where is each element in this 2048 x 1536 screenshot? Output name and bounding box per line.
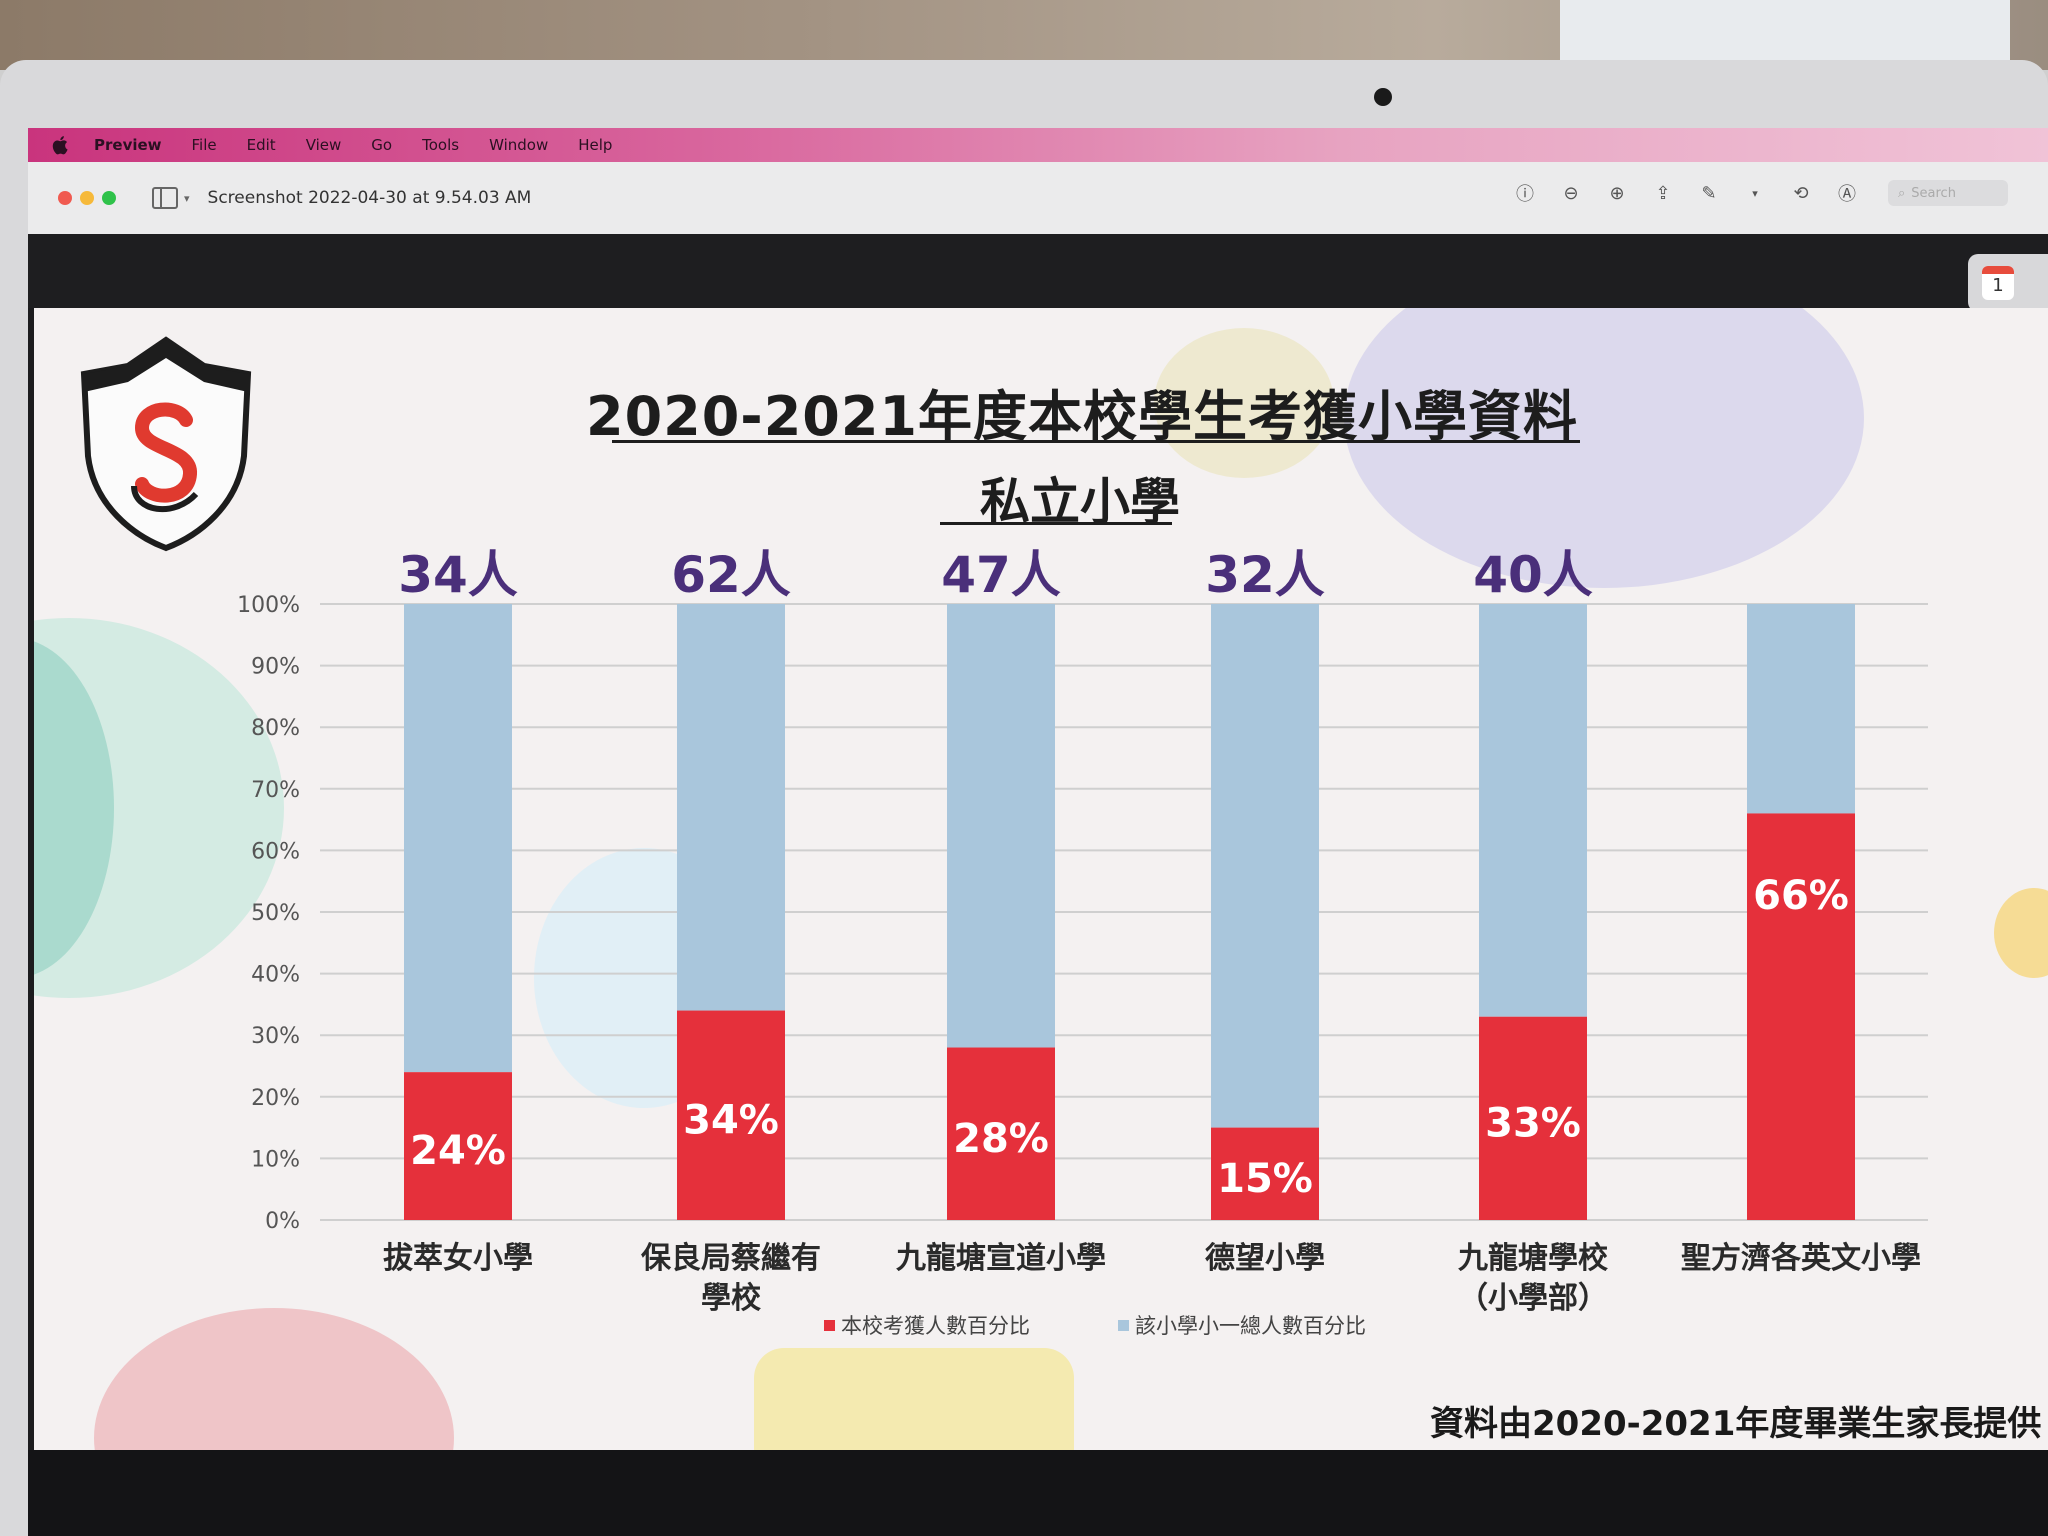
x-category-label: 九龍塘宣道小學 (896, 1241, 1106, 1276)
zoom-out-icon[interactable]: ⊖ (1563, 182, 1579, 204)
y-tick-label: 80% (251, 716, 300, 741)
zoom-in-icon[interactable]: ⊕ (1609, 182, 1625, 204)
minimize-window-button[interactable] (80, 191, 94, 205)
menu-edit[interactable]: Edit (246, 136, 276, 154)
search-placeholder: Search (1911, 185, 1956, 201)
y-tick-label: 40% (251, 963, 300, 988)
close-window-button[interactable] (58, 191, 72, 205)
bar-segment-total (677, 604, 785, 1011)
notification-banner[interactable]: 1 (1968, 254, 2048, 312)
bar-count-label: 34人 (398, 546, 518, 604)
legend-item: 該小學小一總人數百分比 (1118, 1310, 1366, 1340)
x-category-label: 學校 (701, 1281, 761, 1316)
title-underline (612, 440, 1580, 443)
menu-help[interactable]: Help (578, 136, 613, 154)
menu-go[interactable]: Go (371, 136, 393, 154)
chevron-down-icon[interactable]: ▾ (1752, 186, 1758, 200)
bar-segment-school (677, 1010, 785, 1220)
calendar-icon: 1 (1982, 266, 2014, 300)
y-tick-label: 60% (251, 839, 300, 864)
bar-segment-school (404, 1072, 512, 1220)
x-category-label: 聖方濟各英文小學 (1681, 1241, 1921, 1276)
legend-swatch-blue (1118, 1319, 1129, 1331)
menu-tools[interactable]: Tools (422, 136, 460, 154)
bar-count-label: 40人 (1473, 546, 1593, 604)
bar-value-label: 28% (953, 1116, 1049, 1162)
legend-label: 本校考獲人數百分比 (841, 1314, 1030, 1338)
bar-value-label: 66% (1753, 873, 1849, 919)
bar-count-label: 62人 (671, 546, 791, 604)
menu-bar: Preview File Edit View Go Tools Window H… (28, 128, 2048, 162)
bar-segment-total (404, 604, 512, 1073)
menu-app-name[interactable]: Preview (94, 136, 162, 154)
bar-value-label: 33% (1485, 1100, 1581, 1146)
y-tick-label: 100% (237, 593, 300, 618)
y-tick-label: 10% (251, 1147, 300, 1172)
markup-pen-icon[interactable]: ✎ (1701, 182, 1717, 204)
x-category-label: 拔萃女小學 (383, 1241, 533, 1276)
sidebar-toggle-icon[interactable] (152, 187, 178, 209)
markup-icon[interactable]: Ⓐ (1838, 184, 1856, 205)
calendar-day: 1 (1992, 275, 2004, 296)
bar-segment-school (1211, 1127, 1319, 1220)
x-category-label: （小學部） (1458, 1281, 1608, 1316)
y-tick-label: 90% (251, 655, 300, 680)
bar-count-label: 47人 (941, 546, 1061, 604)
chart-subtitle: 私立小學 (980, 473, 1180, 531)
x-category-label: 保良局蔡繼有 (641, 1241, 821, 1276)
y-tick-label: 50% (251, 901, 300, 926)
source-note: 資料由2020-2021年度畢業生家長提供 (1430, 1404, 2042, 1444)
bar-segment-total (1479, 604, 1587, 1017)
background-paper (1560, 0, 2010, 66)
toolbar: ⓘ ⊖ ⊕ ⇪ ✎ ▾ ⟲ Ⓐ ⌕ Search (1490, 180, 2008, 206)
bar-segment-total (1747, 604, 1855, 814)
chart-title: 2020-2021年度本校學生考獲小學資料 (586, 385, 1578, 448)
y-tick-label: 20% (251, 1086, 300, 1111)
bar-value-label: 24% (410, 1128, 506, 1174)
school-crest-logo (80, 336, 252, 552)
y-tick-label: 30% (251, 1024, 300, 1049)
decor-blob (754, 1348, 1074, 1450)
info-icon[interactable]: ⓘ (1516, 184, 1534, 205)
x-category-label: 九龍塘學校 (1458, 1241, 1608, 1276)
legend-label: 該小學小一總人數百分比 (1135, 1314, 1366, 1338)
search-icon: ⌕ (1898, 185, 1906, 201)
document-margin (28, 234, 2048, 308)
y-tick-label: 0% (265, 1209, 300, 1234)
legend-item: 本校考獲人數百分比 (824, 1310, 1030, 1340)
bar-value-label: 34% (683, 1097, 779, 1143)
document-title: Screenshot 2022-04-30 at 9.54.03 AM (207, 188, 532, 208)
decor-blob (1344, 308, 1864, 588)
decor-blob (1154, 328, 1334, 478)
bar-segment-total (1211, 604, 1319, 1128)
zoom-window-button[interactable] (102, 191, 116, 205)
legend-swatch-red (824, 1319, 835, 1331)
y-tick-label: 70% (251, 778, 300, 803)
bar-count-label: 32人 (1205, 546, 1325, 604)
webcam (1374, 88, 1392, 106)
menu-file[interactable]: File (191, 136, 217, 154)
rotate-icon[interactable]: ⟲ (1793, 182, 1809, 204)
chevron-down-icon[interactable]: ▾ (184, 191, 190, 205)
menu-window[interactable]: Window (489, 136, 549, 154)
bar-value-label: 15% (1217, 1156, 1313, 1202)
subtitle-underline (940, 522, 1172, 525)
bar-segment-school (947, 1047, 1055, 1220)
search-input[interactable]: ⌕ Search (1888, 180, 2008, 206)
menu-view[interactable]: View (305, 136, 342, 154)
bar-segment-school (1479, 1016, 1587, 1220)
share-icon[interactable]: ⇪ (1655, 182, 1671, 204)
bar-segment-total (947, 604, 1055, 1048)
document-margin (28, 1450, 2048, 1536)
x-category-label: 德望小學 (1205, 1241, 1325, 1276)
bar-segment-school (1747, 813, 1855, 1220)
apple-icon[interactable] (50, 134, 72, 156)
laptop-screen: Preview File Edit View Go Tools Window H… (28, 128, 2048, 1536)
